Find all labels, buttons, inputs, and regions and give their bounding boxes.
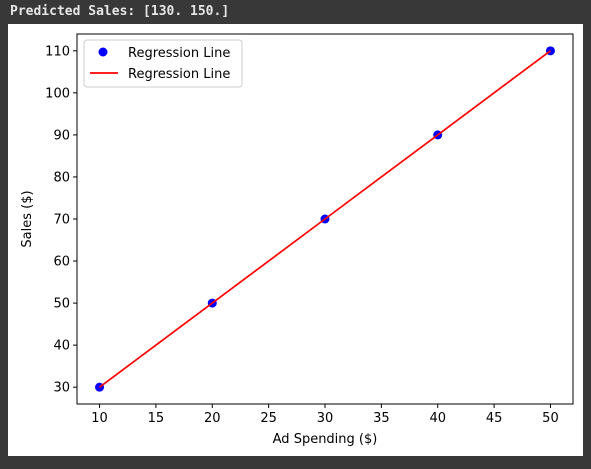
chart-svg: 10 15 20 25 30 35 40 45 50 30405060708090100110 … xyxy=(20,33,574,447)
y-tick-label: 30 xyxy=(53,381,70,396)
x-tick-label: 50 xyxy=(542,411,559,426)
x-tick-label: 30 xyxy=(317,411,334,426)
x-tick-label: 35 xyxy=(373,411,390,426)
y-tick-label: 40 xyxy=(53,339,70,354)
legend-box xyxy=(83,39,243,88)
y-axis-label: Sales ($) xyxy=(20,190,35,247)
figure-canvas: 10 15 20 25 30 35 40 45 50 30 40 50 60 70 80 90 100 110 … xyxy=(8,24,583,456)
console-output: Predicted Sales: [130. 150.] xyxy=(10,4,230,19)
y-tick-label: 100 xyxy=(45,86,70,101)
regression-line xyxy=(99,50,551,388)
series-layer xyxy=(95,46,555,392)
y-axis-ticks: 30 40 50 60 70 80 90 100 110 xyxy=(45,44,77,396)
x-tick-label: 25 xyxy=(260,411,277,426)
legend-marker-scatter xyxy=(98,47,108,57)
legend-label-scatter: Regression Line xyxy=(128,46,230,61)
x-tick-label: 15 xyxy=(148,411,165,426)
x-tick-label: 40 xyxy=(429,411,446,426)
y-tick-label: 80 xyxy=(53,170,70,185)
legend-label-line: Regression Line xyxy=(128,67,230,82)
x-axis-ticks: 10 15 20 25 30 35 40 45 50 xyxy=(91,404,559,426)
y-tick-label: 110 xyxy=(45,44,70,59)
x-tick-label: 20 xyxy=(204,411,221,426)
y-tick-label: 50 xyxy=(53,297,70,312)
y-tick-label: 70 xyxy=(53,213,70,228)
x-tick-label: 10 xyxy=(91,411,108,426)
y-tick-label: 90 xyxy=(53,128,70,143)
legend: Regression Line Regression Line xyxy=(83,39,243,88)
x-axis-label: Ad Spending ($) xyxy=(273,432,378,447)
x-tick-label: 45 xyxy=(486,411,503,426)
y-tick-label: 60 xyxy=(53,255,70,270)
